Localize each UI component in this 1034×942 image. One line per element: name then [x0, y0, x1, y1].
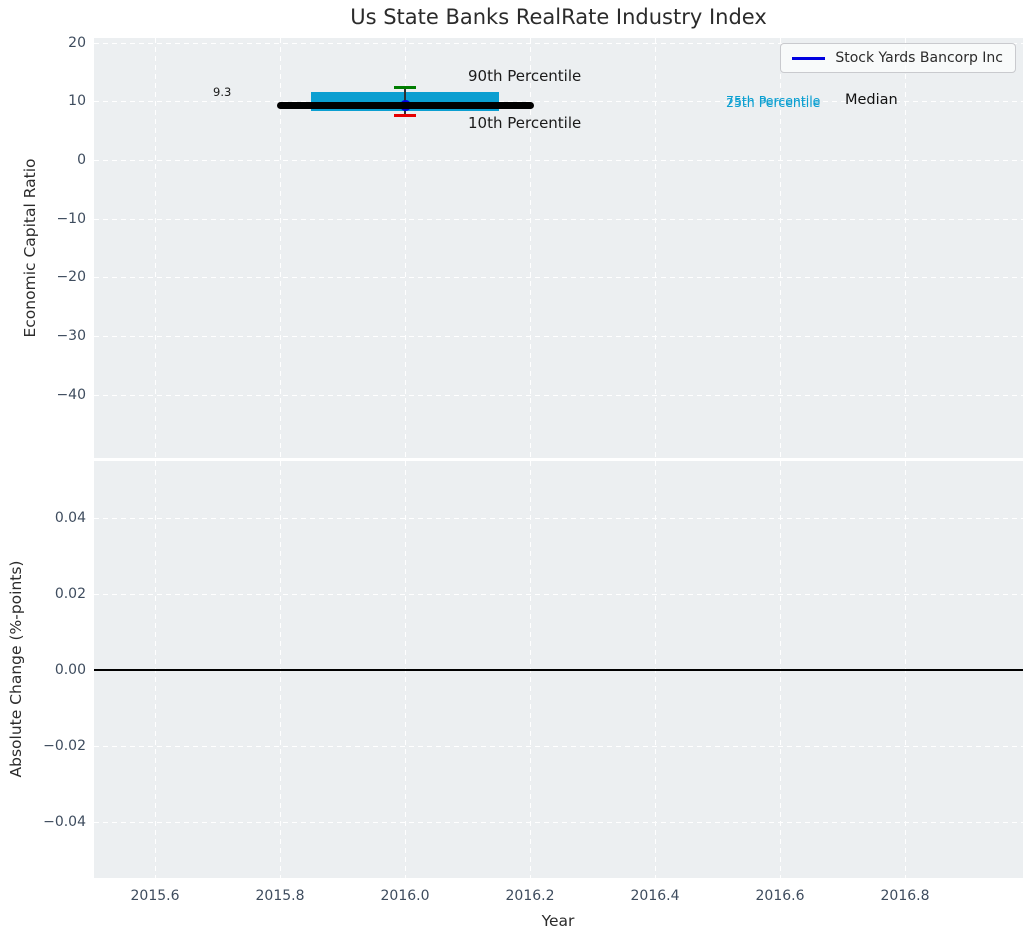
gridline-y-0.02	[94, 593, 1023, 595]
y-tick-label: −0.04	[43, 813, 86, 830]
zero-line	[94, 668, 1023, 671]
top-plot-area: Stock Yards Bancorp Inc 90th Percentile 1…	[94, 38, 1023, 458]
x-tick-label: 2016.4	[630, 888, 680, 904]
annotation-median: Median	[845, 92, 898, 108]
y-tick-label: 10	[68, 93, 86, 110]
gridline-y--40	[94, 394, 1023, 396]
gridline-x-2016.8	[905, 38, 906, 458]
gridline-x-2016.4	[655, 38, 656, 458]
p10-cap	[394, 113, 416, 117]
x-tick-label: 2016.6	[755, 888, 805, 904]
x-tick-label: 2015.6	[130, 888, 180, 904]
x-tick-label: 2016.0	[380, 888, 430, 904]
y-tick-label: 0	[77, 151, 86, 168]
gridline-y-0	[94, 159, 1023, 161]
y-tick-label: −20	[56, 269, 86, 286]
gridline-x-2016	[405, 38, 406, 458]
top-y-axis-label: Economic Capital Ratio	[21, 158, 39, 338]
gridline-y--10	[94, 218, 1023, 220]
annotation-90th-percentile: 90th Percentile	[468, 67, 582, 85]
gridline-x-2015.8	[280, 38, 281, 458]
gridline-y-0.04	[94, 517, 1023, 519]
annotation-10th-percentile: 10th Percentile	[468, 114, 582, 132]
y-tick-label: −40	[56, 386, 86, 403]
y-tick-label: 20	[68, 34, 86, 51]
x-tick-label: 2015.8	[255, 888, 305, 904]
legend-label: Stock Yards Bancorp Inc	[835, 50, 1003, 66]
gridline-y--30	[94, 335, 1023, 337]
chart-title: Us State Banks RealRate Industry Index	[350, 5, 767, 29]
y-tick-label: −0.02	[43, 737, 86, 754]
y-tick-label: 0.02	[54, 585, 86, 602]
gridline-x-2015.6	[155, 38, 156, 458]
y-tick-label: −10	[56, 210, 86, 227]
p90-cap	[394, 85, 416, 89]
gridline-y-20	[94, 42, 1023, 44]
gridline-y--0.02	[94, 745, 1023, 747]
x-tick-label: 2016.8	[880, 888, 930, 904]
gridline-y--20	[94, 277, 1023, 279]
legend: Stock Yards Bancorp Inc	[780, 43, 1016, 73]
bottom-plot-area	[94, 461, 1023, 878]
gridline-y-10	[94, 101, 1023, 103]
y-tick-label: 0.04	[54, 509, 86, 526]
x-tick-label: 2016.2	[505, 888, 555, 904]
y-tick-label: 0.00	[54, 661, 86, 678]
median-line	[276, 101, 534, 109]
annotation-9-3: 9.3	[213, 85, 232, 99]
gridline-x-2016.6	[780, 38, 781, 458]
gridline-x-2016.2	[530, 38, 531, 458]
annotation-25th-percentile: 25th Percentile	[726, 95, 821, 110]
annotation-75th-percentile: 75th Percentile	[726, 93, 821, 108]
x-axis-label: Year	[541, 912, 575, 930]
gridline-y--0.04	[94, 821, 1023, 823]
legend-line-swatch	[792, 56, 826, 60]
y-tick-label: −30	[56, 327, 86, 344]
